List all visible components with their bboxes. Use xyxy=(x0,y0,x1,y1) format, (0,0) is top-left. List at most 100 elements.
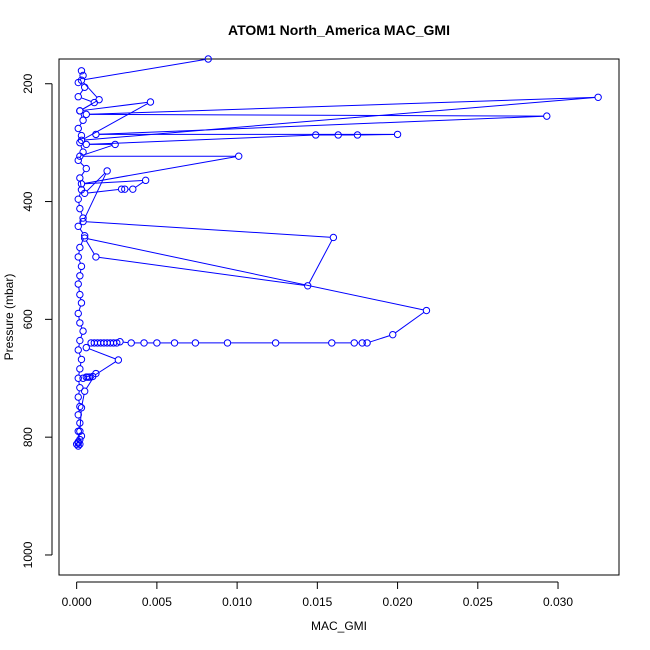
data-point xyxy=(79,327,87,335)
data-point xyxy=(74,222,82,230)
data-point xyxy=(127,339,135,347)
data-point xyxy=(74,195,82,203)
series-line-segment xyxy=(78,259,81,264)
data-point xyxy=(77,76,86,84)
data-point xyxy=(594,93,602,101)
data-point xyxy=(271,339,280,347)
data-point xyxy=(74,442,82,450)
series-line-segment xyxy=(84,103,148,140)
data-point xyxy=(204,55,212,63)
series-1 xyxy=(74,55,602,447)
data-point xyxy=(76,272,84,280)
data-point xyxy=(170,339,179,347)
series-line-segment xyxy=(83,173,107,219)
x-tick-label: 0.010 xyxy=(222,595,252,609)
series-0 xyxy=(72,67,99,450)
data-point xyxy=(82,110,90,119)
series-layer xyxy=(72,55,602,450)
series-line-segment xyxy=(79,122,82,126)
data-point xyxy=(72,440,81,448)
series-line-segment xyxy=(85,240,95,255)
data-point xyxy=(82,140,90,149)
data-point xyxy=(77,404,86,412)
plot-border xyxy=(58,58,620,576)
data-point xyxy=(393,130,402,139)
series-line-segment xyxy=(89,134,313,145)
y-axis-label: Pressure (mbar) xyxy=(2,274,16,361)
series-line-segment xyxy=(99,256,305,286)
series-line-segment xyxy=(78,250,80,254)
x-tick-label: 0.000 xyxy=(62,595,92,609)
series-line-segment xyxy=(79,410,82,429)
series-line-segment xyxy=(79,181,82,187)
series-line-segment xyxy=(89,96,595,115)
data-point xyxy=(80,232,89,240)
series-line-segment xyxy=(308,240,333,284)
series-line-segment xyxy=(82,101,148,111)
data-point xyxy=(141,176,150,185)
data-point xyxy=(543,112,551,120)
data-point xyxy=(82,343,90,352)
series-line-segment xyxy=(78,287,80,292)
series-line-segment xyxy=(80,113,83,118)
series-line-segment xyxy=(86,172,106,192)
data-point xyxy=(80,189,89,198)
series-line-segment xyxy=(81,394,85,405)
data-point xyxy=(77,299,86,307)
series-line-segment xyxy=(79,228,84,234)
data-point xyxy=(350,339,358,347)
data-point xyxy=(76,204,84,213)
data-point xyxy=(389,330,397,339)
data-point xyxy=(76,427,84,435)
data-point xyxy=(235,152,243,160)
series-line-segment xyxy=(79,89,84,95)
series-line-segment xyxy=(395,311,425,334)
series-line-segment xyxy=(78,390,80,395)
data-point xyxy=(74,374,82,382)
data-point xyxy=(82,373,90,381)
y-axis: 200 400 600 800 1000 xyxy=(21,73,53,568)
series-line-segment xyxy=(79,154,82,158)
data-point xyxy=(74,346,82,354)
data-point xyxy=(111,140,119,149)
series-line-segment xyxy=(82,100,97,110)
series-line-segment xyxy=(78,352,81,357)
x-tick-label: 0.020 xyxy=(383,595,413,609)
data-point xyxy=(76,152,84,160)
y-tick-label: 200 xyxy=(21,73,35,93)
data-point xyxy=(358,339,366,347)
data-point xyxy=(76,243,84,252)
y-tick-label: 800 xyxy=(21,427,35,447)
series-line-segment xyxy=(81,97,92,102)
series-line-segment xyxy=(80,162,85,167)
data-point xyxy=(328,339,336,347)
y-tick-label: 1000 xyxy=(21,541,35,568)
data-point xyxy=(117,185,126,193)
series-line-segment xyxy=(78,202,80,206)
series-line-segment xyxy=(78,381,80,385)
series-line-segment xyxy=(89,113,544,117)
data-point xyxy=(129,185,137,193)
data-point xyxy=(79,217,87,226)
series-line-segment xyxy=(369,335,390,343)
data-point xyxy=(74,124,82,133)
data-point xyxy=(363,339,371,347)
series-line-segment xyxy=(78,434,80,440)
data-point xyxy=(103,167,111,175)
data-point xyxy=(79,71,87,80)
plot-area xyxy=(58,55,620,576)
series-line-segment xyxy=(135,181,144,188)
x-tick-label: 0.005 xyxy=(142,595,172,609)
data-point xyxy=(121,185,129,193)
data-point xyxy=(79,116,87,124)
data-point xyxy=(76,365,84,373)
data-point xyxy=(92,130,100,139)
data-point xyxy=(223,339,232,347)
data-point xyxy=(140,339,148,347)
data-point xyxy=(74,92,82,101)
data-point xyxy=(76,319,84,327)
data-point xyxy=(304,282,312,290)
data-point xyxy=(334,131,342,139)
series-line-segment xyxy=(86,221,331,238)
